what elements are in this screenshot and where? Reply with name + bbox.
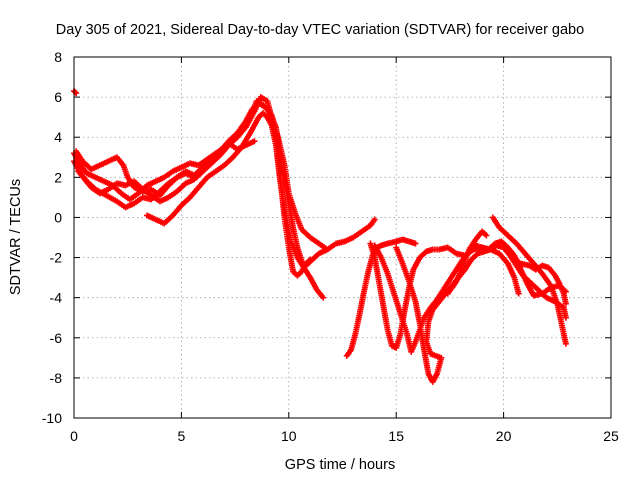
series-5 xyxy=(71,138,258,211)
x-tick-label: 25 xyxy=(603,428,619,444)
series-3 xyxy=(73,100,378,253)
series-10 xyxy=(393,242,569,385)
series-11 xyxy=(444,228,490,297)
data-point xyxy=(251,138,258,145)
y-tick-label: 8 xyxy=(54,49,62,65)
y-tick-label: 6 xyxy=(54,89,62,105)
y-tick-label: -10 xyxy=(42,410,62,426)
grid xyxy=(74,57,611,418)
series-7 xyxy=(343,236,419,359)
y-tick-label: 0 xyxy=(54,209,62,225)
data-point xyxy=(562,300,569,307)
y-tick-label: 4 xyxy=(54,129,62,145)
data-point xyxy=(72,89,79,96)
data-point xyxy=(562,314,569,321)
y-tick-label: -8 xyxy=(50,370,63,386)
data-point xyxy=(562,340,569,347)
series-1 xyxy=(71,88,80,97)
data-point xyxy=(324,246,331,253)
y-tick-label: -4 xyxy=(50,290,63,306)
series-13 xyxy=(509,254,569,307)
data-point xyxy=(412,240,419,247)
series-6 xyxy=(144,110,331,271)
x-tick-label: 20 xyxy=(496,428,512,444)
data-point xyxy=(515,290,522,297)
y-tick-label: -2 xyxy=(50,250,63,266)
x-axis-label: GPS time / hours xyxy=(284,457,396,473)
x-tick-label: 5 xyxy=(178,428,186,444)
x-tick-label: 15 xyxy=(388,428,404,444)
y-axis-label: SDTVAR / TECUs xyxy=(8,178,24,296)
series-4 xyxy=(75,94,314,279)
y-tick-label: 2 xyxy=(54,169,62,185)
x-tick-label: 10 xyxy=(281,428,297,444)
data-point xyxy=(483,232,490,239)
chart-title: Day 305 of 2021, Sidereal Day-to-day VTE… xyxy=(55,22,585,38)
y-tick-label: -6 xyxy=(50,330,63,346)
series-layer xyxy=(71,88,569,385)
data-point xyxy=(320,294,327,301)
data-point xyxy=(371,216,378,223)
plot-frame xyxy=(73,56,612,419)
series-12 xyxy=(489,214,569,347)
x-tick-label: 0 xyxy=(70,428,78,444)
axis-ticks: 0 5 10 15 20 25 -10 -8 -6 -4 -2 0 2 4 6 8 xyxy=(42,49,619,444)
